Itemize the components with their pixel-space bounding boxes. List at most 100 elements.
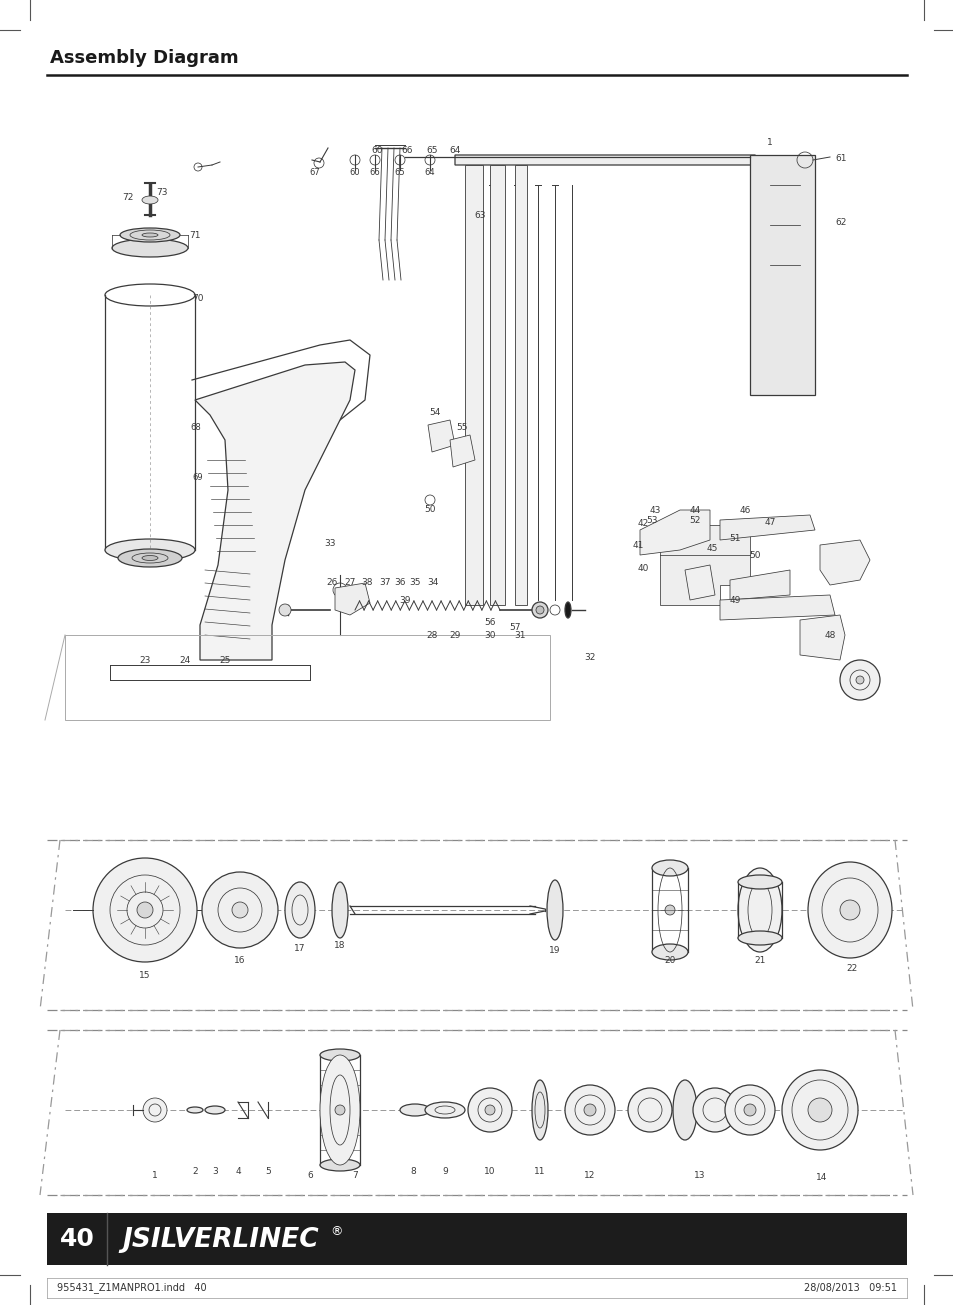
Ellipse shape bbox=[142, 234, 158, 238]
Text: 71: 71 bbox=[189, 231, 200, 240]
Ellipse shape bbox=[143, 1098, 167, 1122]
Polygon shape bbox=[684, 565, 714, 600]
Text: 47: 47 bbox=[763, 518, 775, 526]
Text: 62: 62 bbox=[834, 218, 845, 227]
Text: 56: 56 bbox=[484, 619, 496, 626]
Text: 69: 69 bbox=[193, 472, 203, 482]
Ellipse shape bbox=[536, 606, 543, 613]
Text: 37: 37 bbox=[379, 578, 391, 586]
Ellipse shape bbox=[278, 604, 291, 616]
Text: 42: 42 bbox=[637, 518, 648, 527]
Text: 10: 10 bbox=[484, 1168, 496, 1177]
Text: 60: 60 bbox=[371, 145, 382, 154]
Text: 20: 20 bbox=[663, 955, 675, 964]
Text: 57: 57 bbox=[509, 622, 520, 632]
Ellipse shape bbox=[285, 882, 314, 938]
Ellipse shape bbox=[639, 536, 656, 553]
Text: 9: 9 bbox=[441, 1168, 447, 1177]
Ellipse shape bbox=[332, 882, 348, 938]
Polygon shape bbox=[455, 155, 764, 215]
Text: 73: 73 bbox=[156, 188, 168, 197]
Ellipse shape bbox=[424, 1101, 464, 1118]
Text: 28: 28 bbox=[426, 630, 437, 639]
Text: 7: 7 bbox=[352, 1171, 357, 1180]
Ellipse shape bbox=[840, 900, 859, 920]
Ellipse shape bbox=[627, 1088, 671, 1131]
Ellipse shape bbox=[137, 902, 152, 917]
Text: 955431_Z1MANPRO1.indd   40: 955431_Z1MANPRO1.indd 40 bbox=[57, 1283, 207, 1293]
Polygon shape bbox=[800, 615, 844, 660]
Ellipse shape bbox=[142, 196, 158, 204]
Text: 44: 44 bbox=[689, 505, 700, 514]
Text: 18: 18 bbox=[334, 941, 345, 950]
Polygon shape bbox=[749, 155, 814, 395]
Ellipse shape bbox=[564, 1084, 615, 1135]
Text: 72: 72 bbox=[122, 193, 133, 201]
Polygon shape bbox=[464, 164, 482, 606]
Ellipse shape bbox=[738, 874, 781, 889]
Ellipse shape bbox=[738, 930, 781, 945]
Text: 27: 27 bbox=[344, 578, 355, 586]
Text: 65: 65 bbox=[395, 168, 405, 177]
Text: 46: 46 bbox=[739, 505, 750, 514]
Text: 40: 40 bbox=[59, 1227, 94, 1251]
Polygon shape bbox=[335, 583, 370, 615]
Ellipse shape bbox=[807, 1098, 831, 1122]
Text: 34: 34 bbox=[427, 578, 438, 586]
Ellipse shape bbox=[724, 1084, 774, 1135]
Text: 5: 5 bbox=[265, 1168, 271, 1177]
Ellipse shape bbox=[651, 860, 687, 876]
Text: 64: 64 bbox=[449, 145, 460, 154]
Ellipse shape bbox=[232, 902, 248, 917]
Polygon shape bbox=[428, 420, 455, 452]
Ellipse shape bbox=[120, 228, 180, 241]
Text: 43: 43 bbox=[649, 505, 660, 514]
Text: 28/08/2013   09:51: 28/08/2013 09:51 bbox=[803, 1283, 896, 1293]
Text: 54: 54 bbox=[429, 408, 440, 418]
Text: 2: 2 bbox=[192, 1168, 197, 1177]
Text: ®: ® bbox=[331, 1225, 343, 1238]
Text: 48: 48 bbox=[823, 630, 835, 639]
Ellipse shape bbox=[468, 1088, 512, 1131]
Text: Assembly Diagram: Assembly Diagram bbox=[50, 50, 238, 67]
Text: 3: 3 bbox=[212, 1168, 217, 1177]
Ellipse shape bbox=[546, 880, 562, 940]
Ellipse shape bbox=[399, 1104, 430, 1116]
Text: 24: 24 bbox=[179, 655, 191, 664]
Text: 64: 64 bbox=[424, 168, 435, 177]
Text: 70: 70 bbox=[193, 294, 204, 303]
Text: 67: 67 bbox=[310, 168, 320, 177]
Text: 55: 55 bbox=[456, 423, 467, 432]
Polygon shape bbox=[194, 361, 355, 660]
Text: 29: 29 bbox=[449, 630, 460, 639]
Text: 23: 23 bbox=[139, 655, 151, 664]
Ellipse shape bbox=[335, 1105, 345, 1114]
Ellipse shape bbox=[112, 239, 188, 257]
Text: 1: 1 bbox=[152, 1171, 157, 1180]
Text: 52: 52 bbox=[689, 515, 700, 525]
Text: 68: 68 bbox=[191, 423, 201, 432]
Ellipse shape bbox=[92, 857, 196, 962]
Text: 53: 53 bbox=[645, 515, 657, 525]
Ellipse shape bbox=[738, 868, 781, 953]
Text: 4: 4 bbox=[235, 1168, 240, 1177]
Text: 50: 50 bbox=[748, 551, 760, 560]
Text: 1: 1 bbox=[766, 138, 772, 147]
Ellipse shape bbox=[319, 1159, 359, 1171]
Ellipse shape bbox=[743, 1104, 755, 1116]
Ellipse shape bbox=[532, 602, 547, 619]
Text: 19: 19 bbox=[549, 946, 560, 954]
Ellipse shape bbox=[692, 1088, 737, 1131]
Ellipse shape bbox=[205, 1107, 225, 1114]
Ellipse shape bbox=[532, 1081, 547, 1141]
Ellipse shape bbox=[651, 944, 687, 960]
Text: 16: 16 bbox=[234, 955, 246, 964]
Text: 30: 30 bbox=[484, 630, 496, 639]
Text: 6: 6 bbox=[307, 1171, 313, 1180]
Ellipse shape bbox=[583, 1104, 596, 1116]
Text: 32: 32 bbox=[583, 652, 595, 662]
Text: 33: 33 bbox=[324, 539, 335, 548]
Text: 45: 45 bbox=[705, 543, 717, 552]
Polygon shape bbox=[639, 510, 709, 555]
Text: 12: 12 bbox=[583, 1171, 595, 1180]
